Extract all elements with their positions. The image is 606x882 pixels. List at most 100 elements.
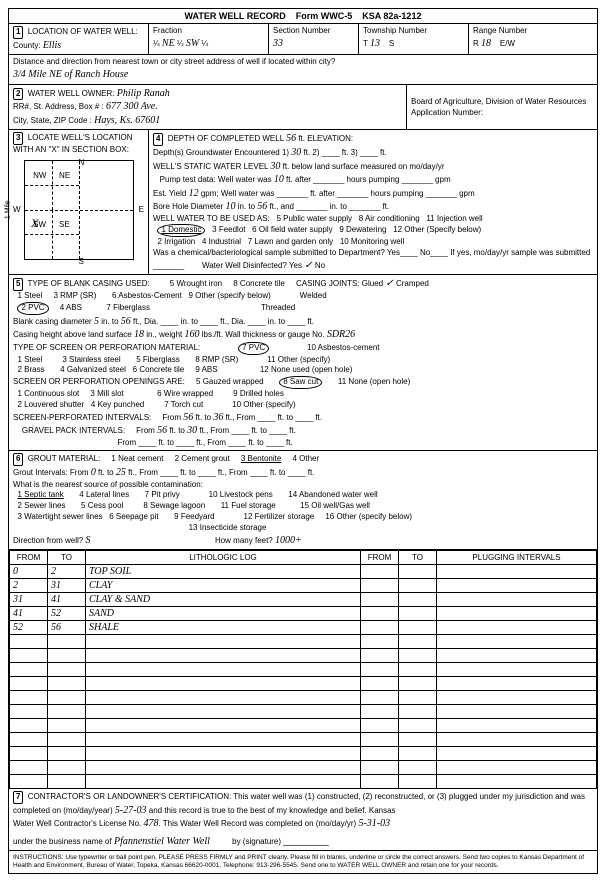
grav-suffix: ft., From ____ ft. to ____ ft. — [199, 426, 296, 435]
grid-mile: 1 Mile — [4, 200, 13, 219]
log-desc — [86, 677, 361, 691]
o9: 9 Drilled holes — [233, 389, 284, 398]
section-5-label: TYPE OF BLANK CASING USED: — [28, 279, 150, 288]
grid-w: W — [13, 205, 21, 216]
section-label: Section Number — [273, 26, 330, 35]
table-row — [10, 649, 597, 663]
s1: 1 Steel — [17, 355, 42, 364]
plug-desc — [437, 621, 597, 635]
p6: 6 Seepage pit — [109, 512, 158, 521]
range-value: 18 — [481, 38, 491, 49]
county-label: County: — [13, 41, 41, 50]
log-to: 52 — [48, 607, 86, 621]
plug-desc — [437, 663, 597, 677]
cert-date2: 5-31-03 — [358, 818, 390, 829]
feet-label: How many feet? — [215, 536, 273, 545]
log-h-from: FROM — [10, 551, 48, 565]
range-r: R — [473, 39, 479, 48]
app-label: Application Number: — [411, 108, 483, 117]
form-title-row: WATER WELL RECORD Form WWC-5 KSA 82a-121… — [9, 9, 597, 24]
o7: 7 Torch cut — [164, 400, 203, 409]
grav-from: From — [136, 426, 155, 435]
log-from — [10, 733, 48, 747]
p16: 16 Other (specify below) — [325, 512, 412, 521]
plug-from — [361, 621, 399, 635]
use-label: WELL WATER TO BE USED AS: — [153, 214, 270, 223]
bore-mid: in. to — [238, 202, 255, 211]
pump-suffix: ft. after _______ hours pumping _______ … — [286, 175, 451, 184]
plug-from — [361, 649, 399, 663]
log-from — [10, 705, 48, 719]
plug-from — [361, 579, 399, 593]
table-row — [10, 761, 597, 775]
log-desc: SAND — [86, 607, 361, 621]
feet-value: 1000+ — [275, 535, 302, 546]
gauge-value: SDR26 — [327, 329, 355, 340]
frac2: SW — [186, 38, 199, 49]
p3: 3 Watertight sewer lines — [17, 512, 102, 521]
board-label: Board of Agriculture, Division of Water … — [411, 97, 586, 106]
joints2: Cramped — [396, 279, 429, 288]
grid-s: S — [79, 257, 84, 268]
table-row: 3141CLAY & SAND — [10, 593, 597, 607]
table-row — [10, 635, 597, 649]
weight-value: 160 — [184, 329, 199, 340]
log-desc — [86, 635, 361, 649]
height-value: 18 — [134, 329, 144, 340]
section-2: 2 WATER WELL OWNER: Philip Ranah RR#, St… — [9, 85, 597, 131]
g2: 2 Cement grout — [175, 454, 230, 463]
s3: 3 Stainless steel — [62, 355, 120, 364]
pump-label: Pump test data: Well water was — [160, 175, 272, 184]
int-label: Grout Intervals: From — [13, 468, 89, 477]
plug-from — [361, 677, 399, 691]
section-grid: NW NE SW SE X — [24, 160, 134, 260]
township-t: T — [363, 39, 368, 48]
log-from: 41 — [10, 607, 48, 621]
disinf-label: Water Well Disinfected? Yes — [202, 261, 302, 270]
p15: 15 Oil well/Gas well — [300, 501, 370, 510]
plug-to — [399, 565, 437, 579]
form-title: WATER WELL RECORD — [185, 11, 286, 21]
c3: 3 RMP (SR) — [53, 291, 96, 300]
addr-label: RR#, St. Address, Box # : — [13, 102, 104, 111]
o1: 1 Continuous slot — [17, 389, 79, 398]
bore-label: Bore Hole Diameter — [153, 202, 223, 211]
plug-desc — [437, 761, 597, 775]
table-row — [10, 691, 597, 705]
plug-from — [361, 747, 399, 761]
perf1-value: 56 — [183, 412, 193, 423]
s12: 12 None used (open hole) — [260, 365, 353, 374]
distance-row: Distance and direction from nearest town… — [9, 55, 597, 84]
cert-text1: This water well was (1) constructed, (2)… — [233, 792, 585, 801]
o2: 2 Louvered shutter — [17, 400, 84, 409]
cert-text3: and this record is true to the best of m… — [149, 806, 396, 815]
swl-value: 30 — [270, 161, 280, 172]
section-5-num: 5 — [13, 278, 23, 291]
log-from — [10, 677, 48, 691]
section-4-num: 4 — [153, 133, 163, 146]
log-desc: SHALE — [86, 621, 361, 635]
cert-business: Pfannenstiel Water Well — [114, 836, 210, 847]
range-ew: E/W — [500, 39, 515, 48]
depth-ft: ft. ELEVATION: — [298, 134, 353, 143]
grid-e: E — [139, 205, 144, 216]
plug-from — [361, 593, 399, 607]
cert-text4: Water Well Contractor's License No. — [13, 819, 141, 828]
disinf-no: No — [315, 261, 325, 270]
screen-label: TYPE OF SCREEN OR PERFORATION MATERIAL: — [13, 343, 200, 352]
log-to — [48, 705, 86, 719]
s5: 5 Fiberglass — [136, 355, 180, 364]
township-label: Township Number — [363, 26, 427, 35]
c6: 6 Asbestos-Cement — [112, 291, 182, 300]
height-mid: in., weight — [146, 330, 182, 339]
table-row — [10, 705, 597, 719]
cert-date1: 5-27-03 — [115, 805, 147, 816]
city-label: City, State, ZIP Code : — [13, 116, 92, 125]
table-row — [10, 719, 597, 733]
log-to — [48, 649, 86, 663]
p1: 1 Septic tank — [17, 490, 63, 499]
c1: 1 Steel — [17, 291, 42, 300]
log-from: 31 — [10, 593, 48, 607]
o11: 11 None (open hole) — [338, 377, 410, 386]
log-from: 52 — [10, 621, 48, 635]
